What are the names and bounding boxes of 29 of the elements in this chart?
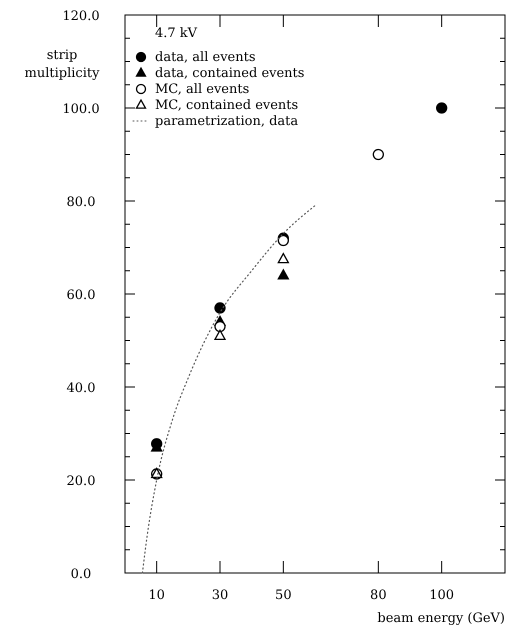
- y-tick-label: 80.0: [66, 195, 96, 210]
- point: [436, 102, 448, 114]
- x-tick-label: 50: [275, 588, 292, 603]
- y-axis-title: strip multiplicity: [24, 48, 100, 81]
- y-tick-label: 0.0: [70, 567, 92, 582]
- legend-label: MC, contained events: [155, 98, 298, 113]
- x-tick-label: 30: [212, 588, 228, 603]
- x-tick-label: 80: [370, 588, 387, 603]
- y-tick-label: 60.0: [66, 288, 96, 303]
- x-tick-label: 100: [429, 588, 454, 603]
- y-tick-label: 40.0: [66, 381, 96, 396]
- y-tick-label: 120.0: [62, 9, 100, 24]
- point: [372, 148, 384, 160]
- point: [214, 320, 226, 332]
- point: [214, 302, 226, 314]
- point: [278, 269, 289, 280]
- x-axis-title: beam energy (GeV): [377, 611, 505, 626]
- point: [278, 234, 289, 246]
- point: [214, 330, 226, 340]
- legend-label: parametrization, data: [155, 114, 298, 129]
- y-tick-label: 100.0: [62, 102, 100, 117]
- legend-label: data, contained events: [155, 66, 304, 81]
- y-tick-label: 20.0: [66, 474, 96, 489]
- line-series: [142, 205, 316, 574]
- legend-title: 4.7 kV: [155, 26, 198, 41]
- legend-label: MC, all events: [155, 82, 250, 97]
- legend-label: data, all events: [155, 50, 256, 65]
- x-tick-label: 10: [148, 588, 165, 603]
- point: [278, 252, 289, 264]
